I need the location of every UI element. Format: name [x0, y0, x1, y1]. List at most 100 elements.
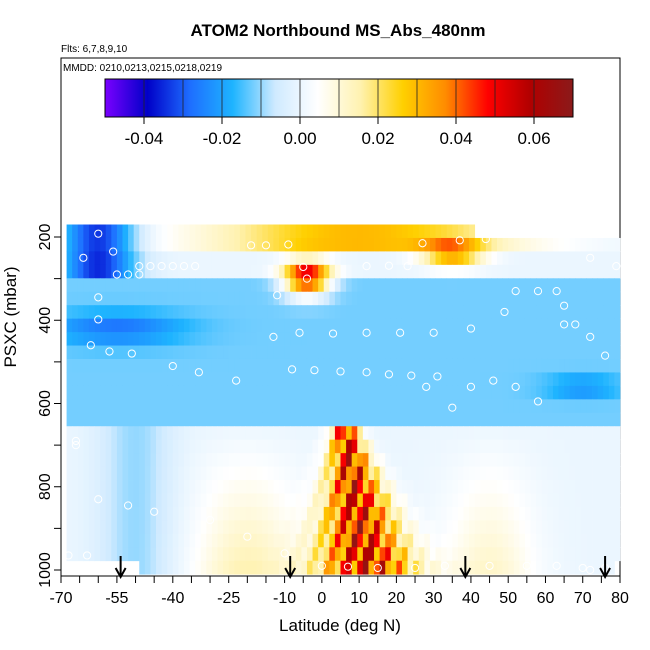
heatmap-cell — [491, 547, 498, 562]
heatmap-cell — [497, 372, 504, 387]
heatmap-cell — [474, 520, 481, 535]
heatmap-cell — [362, 372, 369, 387]
heatmap-cell — [172, 399, 179, 414]
heatmap-cell — [491, 506, 498, 521]
heatmap-cell — [390, 533, 397, 548]
heatmap-cell — [178, 278, 185, 293]
heatmap-cell — [200, 345, 207, 360]
heatmap-cell — [452, 547, 459, 562]
heatmap-cell — [502, 251, 509, 266]
heatmap-cell — [334, 237, 341, 252]
heatmap-cell — [312, 533, 319, 548]
heatmap-cell — [452, 520, 459, 535]
heatmap-cell — [183, 318, 190, 333]
heatmap-cell — [351, 251, 358, 266]
heatmap-cell — [396, 318, 403, 333]
heatmap-cell — [239, 291, 246, 306]
heatmap-cell — [502, 332, 509, 346]
heatmap-cell — [441, 332, 448, 346]
heatmap-cell — [480, 412, 487, 427]
heatmap-cell — [77, 412, 84, 427]
heatmap-cell — [116, 399, 123, 414]
heatmap-cell — [334, 547, 341, 562]
heatmap-cell — [211, 345, 218, 360]
heatmap-cell — [144, 426, 151, 441]
heatmap-cell — [536, 305, 543, 320]
heatmap-cell — [457, 318, 464, 333]
heatmap-cell — [586, 412, 593, 427]
heatmap-cell — [497, 426, 504, 441]
heatmap-cell — [362, 278, 369, 293]
heatmap-cell — [357, 453, 364, 467]
heatmap-cell — [541, 480, 548, 494]
heatmap-cell — [267, 560, 274, 575]
heatmap-cell — [597, 264, 604, 279]
heatmap-cell — [295, 533, 302, 548]
heatmap-cell — [608, 345, 615, 360]
heatmap-cell — [312, 251, 319, 266]
heatmap-cell — [256, 399, 263, 414]
heatmap-cell — [323, 453, 330, 467]
heatmap-cell — [519, 493, 526, 508]
heatmap-cell — [290, 439, 297, 454]
heatmap-cell — [435, 345, 442, 360]
heatmap-cell — [603, 547, 610, 562]
heatmap-cell — [88, 264, 95, 279]
heatmap-cell — [172, 506, 179, 521]
heatmap-cell — [446, 480, 453, 494]
heatmap-cell — [318, 318, 325, 333]
heatmap-cell — [536, 264, 543, 279]
heatmap-cell — [469, 493, 476, 508]
heatmap-cell — [77, 426, 84, 441]
heatmap-cell — [66, 318, 73, 333]
heatmap-cell — [183, 506, 190, 521]
heatmap-cell — [474, 426, 481, 441]
heatmap-cell — [290, 453, 297, 467]
heatmap-cell — [446, 426, 453, 441]
heatmap-cell — [586, 399, 593, 414]
heatmap-cell — [379, 412, 386, 427]
heatmap-cell — [94, 278, 101, 293]
heatmap-cell — [267, 385, 274, 400]
sample-marker — [135, 262, 144, 271]
heatmap-cell — [217, 547, 224, 562]
heatmap-cell — [228, 264, 235, 279]
heatmap-cell — [273, 493, 280, 508]
heatmap-cell — [446, 291, 453, 306]
heatmap-cell — [446, 251, 453, 266]
heatmap-cell — [144, 560, 151, 575]
heatmap-cell — [178, 345, 185, 360]
heatmap-cell — [519, 412, 526, 427]
heatmap-cell — [603, 358, 610, 373]
heatmap-cell — [485, 345, 492, 360]
heatmap-cell — [72, 372, 79, 387]
heatmap-cell — [83, 547, 90, 562]
heatmap-cell — [267, 412, 274, 427]
heatmap-cell — [329, 237, 336, 252]
heatmap-cell — [586, 237, 593, 252]
heatmap-cell — [234, 372, 241, 387]
heatmap-cell — [374, 560, 381, 575]
heatmap-cell — [66, 372, 73, 387]
heatmap-cell — [614, 439, 621, 454]
heatmap-cell — [418, 372, 425, 387]
heatmap-cell — [446, 439, 453, 454]
heatmap-cell — [262, 372, 269, 387]
heatmap-cell — [279, 224, 285, 239]
heatmap-cell — [474, 506, 481, 521]
heatmap-cell — [279, 466, 285, 481]
heatmap-cell — [457, 560, 464, 575]
heatmap-cell — [105, 291, 112, 306]
heatmap-cell — [189, 291, 196, 306]
heatmap-cell — [569, 305, 576, 320]
heatmap-cell — [77, 466, 84, 481]
heatmap-cell — [463, 264, 470, 279]
heatmap-cell — [407, 224, 414, 239]
heatmap-cell — [290, 560, 297, 575]
heatmap-cell — [206, 426, 213, 441]
heatmap-cell — [491, 372, 498, 387]
heatmap-cell — [116, 332, 123, 346]
heatmap-cell — [497, 520, 504, 535]
heatmap-cell — [156, 533, 163, 548]
heatmap-cell — [77, 493, 84, 508]
